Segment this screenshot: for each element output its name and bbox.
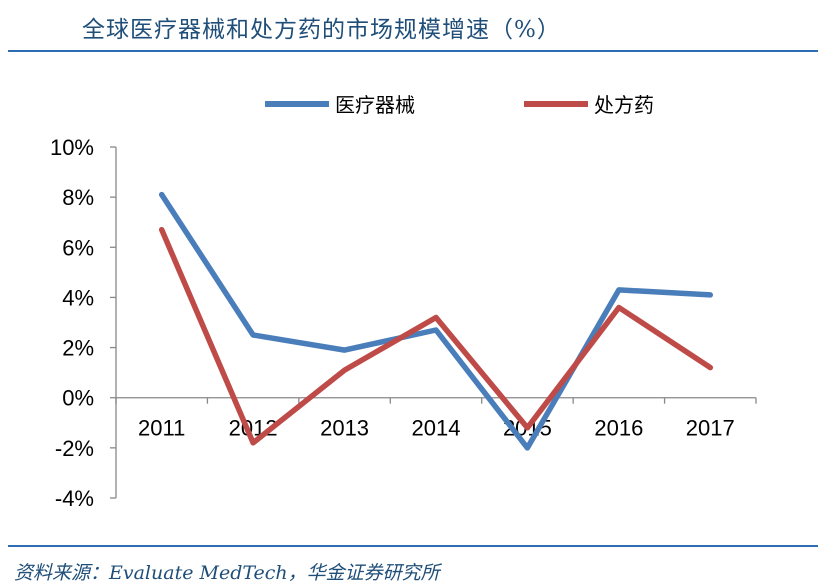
x-tick-label: 2013 <box>320 416 369 441</box>
x-tick-label: 2011 <box>138 416 185 441</box>
x-tick-label: 2016 <box>594 416 643 441</box>
footer-divider <box>8 545 818 547</box>
chart-title: 全球医疗器械和处方药的市场规模增速（%） <box>82 17 561 43</box>
series-line-prescription-drugs <box>158 226 714 446</box>
y-tick-label: 4% <box>62 285 94 310</box>
y-tick-label: 0% <box>62 386 94 411</box>
y-tick-label: 8% <box>62 185 94 210</box>
chart-series <box>158 191 714 451</box>
x-tick-label: 2014 <box>412 416 461 441</box>
y-tick-label: 10% <box>50 135 94 160</box>
y-tick-label: -4% <box>55 486 94 511</box>
line-chart: 10%8%6%4%2%0%-2%-4%2011 2012 2013 2014 2015 2… <box>50 93 757 511</box>
chart-axes: 10%8%6%4%2%0%-2%-4%2011 2012 2013 2014 2015 2… <box>50 135 757 511</box>
legend-label: 医疗器械 <box>335 93 415 117</box>
y-tick-label: -2% <box>55 436 94 461</box>
source-note: 资料来源：Evaluate MedTech，华金证券研究所 <box>14 562 440 584</box>
chart-legend: 医疗器械 处方药 <box>265 93 654 117</box>
x-tick-label: 2017 <box>686 416 735 441</box>
y-tick-label: 2% <box>62 336 94 361</box>
legend-label: 处方药 <box>594 93 654 117</box>
header-divider <box>8 50 818 52</box>
y-tick-label: 6% <box>62 235 94 260</box>
